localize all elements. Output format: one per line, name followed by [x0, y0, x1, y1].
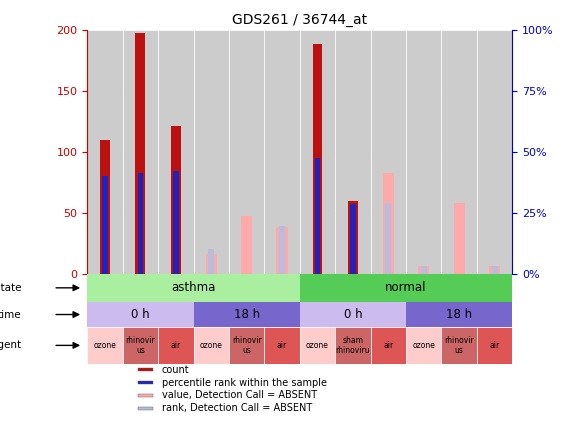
- Bar: [123, 327, 158, 364]
- Bar: [138, 381, 154, 384]
- Text: rhinovir
us: rhinovir us: [232, 336, 262, 355]
- Bar: [87, 327, 123, 364]
- Bar: [454, 203, 465, 274]
- Bar: [335, 30, 370, 274]
- Bar: [138, 173, 143, 274]
- Text: air: air: [489, 341, 500, 350]
- Bar: [87, 30, 123, 274]
- Bar: [265, 327, 300, 364]
- Bar: [406, 302, 512, 327]
- Text: asthma: asthma: [171, 281, 216, 294]
- Bar: [229, 30, 265, 274]
- Text: 0 h: 0 h: [131, 308, 150, 321]
- Bar: [370, 327, 406, 364]
- Text: ozone: ozone: [412, 341, 435, 350]
- Bar: [158, 30, 194, 274]
- Text: rank, Detection Call = ABSENT: rank, Detection Call = ABSENT: [162, 403, 312, 413]
- Bar: [385, 203, 391, 274]
- Bar: [489, 266, 501, 274]
- Text: time: time: [0, 310, 21, 320]
- Bar: [383, 173, 394, 274]
- Bar: [87, 302, 194, 327]
- Bar: [123, 30, 158, 274]
- Bar: [441, 327, 477, 364]
- Bar: [300, 327, 335, 364]
- Title: GDS261 / 36744_at: GDS261 / 36744_at: [232, 13, 368, 27]
- Text: air: air: [277, 341, 287, 350]
- Bar: [300, 274, 512, 302]
- Bar: [241, 216, 252, 274]
- Text: air: air: [171, 341, 181, 350]
- Bar: [276, 227, 288, 274]
- Bar: [173, 171, 178, 274]
- Bar: [208, 249, 215, 274]
- Text: 0 h: 0 h: [343, 308, 362, 321]
- Bar: [335, 327, 370, 364]
- Bar: [421, 266, 427, 274]
- Bar: [136, 34, 145, 274]
- Bar: [300, 30, 335, 274]
- Bar: [171, 126, 181, 274]
- Text: disease state: disease state: [0, 283, 21, 293]
- Bar: [348, 201, 358, 274]
- Bar: [300, 302, 406, 327]
- Text: normal: normal: [385, 281, 427, 294]
- Bar: [194, 302, 300, 327]
- Text: air: air: [383, 341, 394, 350]
- Bar: [158, 327, 194, 364]
- Bar: [138, 394, 154, 397]
- Text: percentile rank within the sample: percentile rank within the sample: [162, 377, 327, 388]
- Text: ozone: ozone: [306, 341, 329, 350]
- Bar: [477, 327, 512, 364]
- Bar: [406, 30, 441, 274]
- Bar: [229, 327, 265, 364]
- Bar: [370, 30, 406, 274]
- Text: ozone: ozone: [200, 341, 223, 350]
- Bar: [312, 44, 323, 274]
- Text: count: count: [162, 365, 190, 374]
- Bar: [138, 407, 154, 410]
- Text: agent: agent: [0, 340, 21, 350]
- Bar: [138, 368, 154, 371]
- Text: ozone: ozone: [93, 341, 117, 350]
- Bar: [102, 176, 108, 274]
- Bar: [441, 30, 477, 274]
- Bar: [406, 327, 441, 364]
- Bar: [265, 30, 300, 274]
- Text: 18 h: 18 h: [446, 308, 472, 321]
- Text: value, Detection Call = ABSENT: value, Detection Call = ABSENT: [162, 390, 317, 400]
- Bar: [350, 204, 356, 274]
- Bar: [418, 266, 430, 274]
- Bar: [205, 254, 217, 274]
- Bar: [279, 226, 285, 274]
- Bar: [87, 274, 300, 302]
- Text: rhinovir
us: rhinovir us: [126, 336, 155, 355]
- Bar: [194, 30, 229, 274]
- Bar: [477, 30, 512, 274]
- Bar: [194, 327, 229, 364]
- Text: rhinovir
us: rhinovir us: [444, 336, 474, 355]
- Bar: [491, 266, 498, 274]
- Bar: [100, 140, 110, 274]
- Bar: [315, 158, 320, 274]
- Text: sham
rhinoviru: sham rhinoviru: [336, 336, 370, 355]
- Text: 18 h: 18 h: [234, 308, 260, 321]
